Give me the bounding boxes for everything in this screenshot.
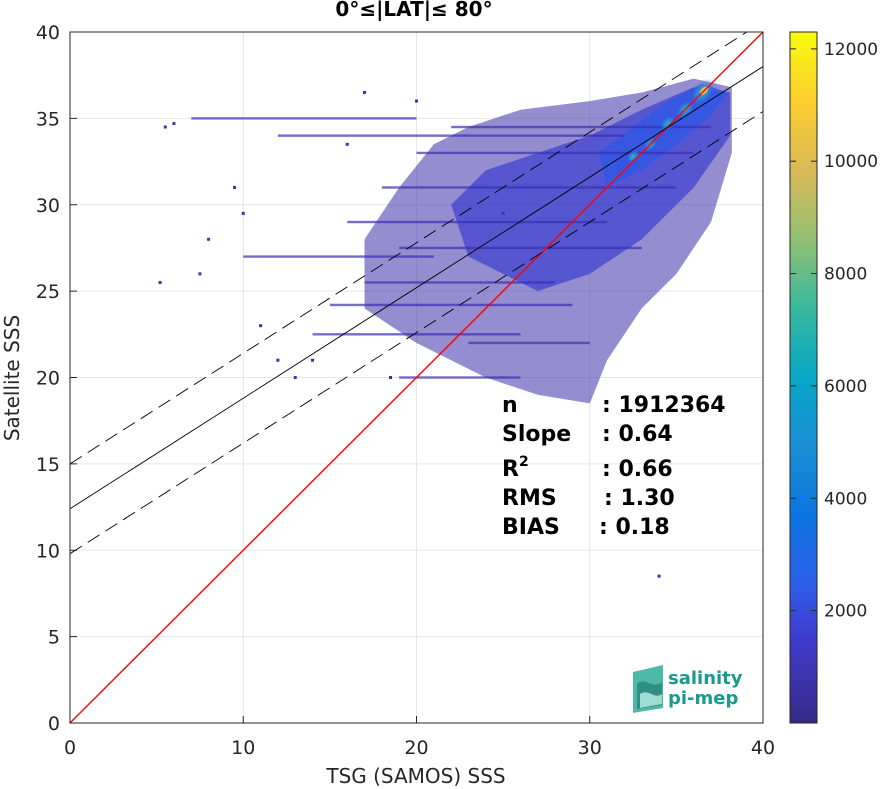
fit-upper-line [70, 32, 748, 465]
reference-lines [70, 32, 763, 723]
density-streak [277, 134, 625, 137]
density-core-bin [625, 148, 641, 164]
colorbar-tick-label: 12000 [824, 40, 878, 60]
x-tick-label: 40 [751, 737, 775, 759]
density-bin [172, 122, 176, 126]
density-bin [657, 574, 661, 578]
density-streak [416, 151, 694, 155]
y-tick-label: 10 [36, 540, 60, 562]
stat-value-n: : 1912364 [602, 393, 726, 418]
y-tick-label: 0 [48, 713, 60, 735]
density-bin [198, 272, 202, 276]
colorbar: 2000 4000 6000 8000 10000 12000 [789, 31, 878, 724]
stat-label-slope: Slope [502, 422, 571, 447]
density-streak [329, 303, 573, 307]
logo-line2: pi-mep [668, 688, 738, 709]
y-tick-label: 15 [36, 454, 60, 476]
stat-label-n: n [502, 393, 518, 418]
fit-lower-line [70, 111, 763, 555]
stat-value-slope: : 0.64 [602, 422, 673, 447]
stat-label-rms: RMS [502, 486, 557, 511]
y-axis-label: Satellite SSS [0, 315, 24, 441]
density-bin [501, 211, 505, 215]
density-bin [163, 125, 167, 129]
density-streak [243, 255, 434, 258]
y-tick-label: 30 [36, 195, 60, 217]
y-tick-label: 35 [36, 108, 60, 130]
density-bin [345, 142, 349, 146]
stat-value-rms: : 1.30 [604, 486, 675, 511]
density-streak [191, 117, 417, 120]
stat-value-bias: : 0.18 [599, 515, 670, 540]
y-tick-label: 20 [36, 368, 60, 390]
density-cloud [158, 78, 732, 578]
density-bin [276, 358, 280, 362]
stat-value-r2: : 0.66 [602, 457, 673, 482]
density-streak [347, 220, 608, 224]
density-streak [399, 246, 642, 250]
x-axis-label: TSG (SAMOS) SSS [325, 764, 505, 788]
density-bin [363, 90, 367, 94]
chart-title: 0°≤|LAT|≤ 80° [335, 0, 492, 21]
x-tick-label: 0 [64, 737, 76, 759]
density-bin [241, 211, 245, 215]
y-tick-label: 40 [36, 22, 60, 44]
fit-line [70, 66, 763, 510]
x-tick-label: 20 [404, 737, 428, 759]
logo-waves-icon [633, 665, 663, 713]
y-axis-ticks: 0 5 10 15 20 25 30 35 40 [36, 22, 77, 735]
density-bin [293, 376, 297, 379]
density-streak [451, 125, 712, 129]
stat-label-r2: R2 [502, 454, 529, 482]
colorbar-tick-label: 10000 [824, 152, 878, 172]
colorbar-tick-label: 2000 [824, 602, 867, 622]
x-axis-ticks: 0 10 20 30 40 [64, 716, 775, 759]
x-tick-label: 30 [578, 737, 602, 759]
density-bin [389, 376, 393, 379]
colorbar-frame [789, 31, 818, 724]
density-streak [468, 341, 590, 345]
density-streak [381, 186, 677, 189]
y-tick-label: 5 [48, 627, 60, 649]
density-bin [158, 280, 162, 284]
one-to-one-line [70, 32, 763, 723]
colorbar-tick-label: 4000 [824, 489, 867, 509]
salinity-pi-mep-logo: salinity pi-mep [633, 665, 743, 713]
density-streak [399, 376, 521, 379]
density-streak [364, 281, 556, 284]
density-bin [311, 358, 315, 362]
colorbar-gradient [790, 32, 817, 723]
density-bin [233, 185, 237, 189]
density-bin [207, 237, 211, 241]
logo-line1: salinity [668, 668, 743, 689]
density-streak [312, 333, 521, 336]
stats-box: n : 1912364 Slope : 0.64 R2 : 0.66 RMS :… [502, 393, 726, 540]
density-core-bin [658, 114, 677, 133]
colorbar-tick-label: 6000 [824, 377, 867, 397]
density-bin [259, 324, 263, 328]
colorbar-tick-label: 8000 [824, 265, 867, 285]
x-tick-label: 10 [231, 737, 255, 759]
y-tick-label: 25 [36, 281, 60, 303]
density-bin [415, 99, 418, 103]
colorbar-ticks: 2000 4000 6000 8000 10000 12000 [790, 40, 878, 622]
stat-label-bias: BIAS [502, 515, 560, 540]
